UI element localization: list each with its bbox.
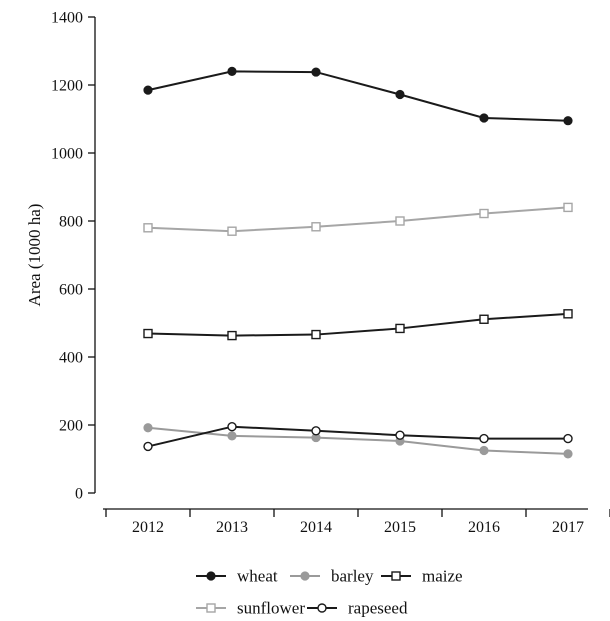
- x-tick-label: 2017: [552, 519, 584, 536]
- data-point-maize: [227, 330, 237, 341]
- legend-label: barley: [331, 567, 374, 586]
- legend-label: rapeseed: [348, 599, 408, 618]
- legend-item-barley: barley: [290, 567, 374, 586]
- data-point-maize: [311, 329, 321, 340]
- data-point-sunflower: [143, 223, 153, 233]
- legend-label: wheat: [237, 567, 278, 586]
- legend-item-wheat: wheat: [196, 567, 278, 586]
- data-point-maize: [395, 323, 405, 334]
- data-point-barley: [563, 449, 573, 459]
- data-point-sunflower: [563, 202, 573, 213]
- y-tick-label: 400: [59, 350, 83, 367]
- series-line-wheat: [147, 70, 569, 122]
- legend-item-sunflower: sunflower: [196, 599, 305, 618]
- data-point-wheat: [479, 113, 489, 123]
- data-point-sunflower: [311, 222, 321, 232]
- series-line-barley: [147, 426, 569, 455]
- x-tick-label: 2012: [132, 519, 164, 536]
- data-point-rapeseed: [311, 426, 321, 436]
- y-tick-label: 1400: [51, 10, 83, 27]
- y-tick-label: 1000: [51, 146, 83, 163]
- y-tick-label: 200: [59, 418, 83, 435]
- legend-item-rapeseed: rapeseed: [307, 599, 408, 618]
- series-wheat: [143, 66, 573, 126]
- data-point-barley: [479, 445, 489, 456]
- data-point-rapeseed: [395, 430, 405, 440]
- x-tick-label: 2014: [300, 519, 332, 536]
- data-point-barley: [143, 423, 153, 433]
- data-point-rapeseed: [479, 433, 489, 444]
- data-point-sunflower: [227, 226, 237, 236]
- series-barley: [143, 423, 573, 459]
- data-point-wheat: [311, 67, 321, 77]
- series-line-sunflower: [147, 206, 569, 233]
- data-point-wheat: [395, 89, 405, 100]
- data-point-rapeseed: [563, 433, 573, 444]
- legend-marker: [206, 571, 216, 581]
- y-tick-label: 1200: [51, 78, 83, 95]
- series-sunflower: [143, 202, 573, 236]
- data-point-sunflower: [479, 208, 489, 219]
- data-point-maize: [479, 314, 489, 324]
- y-axis-ticks: 0 200 400 600 800 1000 1200 1400: [51, 10, 95, 503]
- series-line-maize: [147, 312, 569, 337]
- x-tick-label: 2016: [468, 519, 500, 536]
- legend-marker: [317, 603, 327, 613]
- series-rapeseed: [143, 422, 573, 452]
- series-line-rapeseed: [147, 425, 568, 448]
- legend-label: sunflower: [237, 599, 305, 618]
- legend-marker: [206, 603, 216, 613]
- data-point-wheat: [227, 66, 237, 77]
- y-tick-label: 600: [59, 282, 83, 299]
- data-point-maize: [143, 328, 153, 339]
- data-point-sunflower: [395, 216, 405, 226]
- x-tick-label: 2013: [216, 519, 248, 536]
- data-point-barley: [227, 431, 237, 441]
- data-point-wheat: [563, 116, 573, 126]
- data-point-rapeseed: [227, 422, 237, 432]
- legend: wheat barley maize sunflower rapeseed: [196, 567, 463, 618]
- legend-label: maize: [422, 567, 463, 586]
- y-tick-label: 0: [75, 486, 83, 503]
- legend-marker: [391, 571, 401, 581]
- data-point-maize: [563, 309, 573, 319]
- series-maize: [143, 309, 573, 341]
- plot-series: [143, 66, 573, 459]
- y-axis-title: Area (1000 ha): [25, 204, 44, 307]
- data-point-wheat: [143, 85, 153, 95]
- y-tick-label: 800: [59, 214, 83, 231]
- legend-item-maize: maize: [381, 567, 463, 586]
- legend-marker: [300, 571, 310, 581]
- data-point-rapeseed: [143, 441, 153, 452]
- x-tick-label: 2015: [384, 519, 416, 536]
- x-axis-ticks: 2012 2013 2014 2015 2016 2017: [105, 509, 610, 536]
